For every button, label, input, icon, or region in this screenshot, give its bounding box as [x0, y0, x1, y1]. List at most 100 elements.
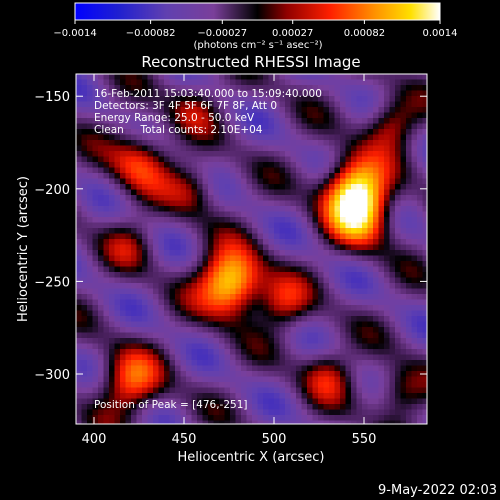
heatmap-cell: [285, 167, 291, 174]
heatmap-cell: [274, 167, 280, 174]
heatmap-cell: [186, 162, 192, 168]
heatmap-cell: [241, 96, 247, 102]
heatmap-cell: [323, 354, 330, 361]
heatmap-cell: [92, 261, 99, 267]
heatmap-cell: [411, 217, 418, 223]
heatmap-cell: [92, 420, 99, 424]
heatmap-cell: [241, 398, 247, 405]
heatmap-cell: [362, 316, 368, 322]
heatmap-cell: [241, 316, 247, 322]
heatmap-cell: [246, 321, 253, 328]
heatmap-cell: [230, 189, 236, 196]
heatmap-cell: [87, 184, 93, 190]
heatmap-cell: [76, 387, 82, 394]
heatmap-cell: [340, 371, 346, 377]
heatmap-cell: [395, 228, 401, 234]
heatmap-cell: [191, 107, 198, 113]
heatmap-cell: [208, 178, 214, 185]
heatmap-cell: [422, 178, 427, 185]
heatmap-cell: [307, 228, 313, 234]
heatmap-cell: [257, 239, 264, 245]
heatmap-cell: [153, 349, 159, 355]
heatmap-cell: [378, 272, 385, 278]
heatmap-cell: [400, 96, 407, 102]
heatmap-cell: [307, 206, 313, 212]
heatmap-cell: [312, 244, 319, 251]
heatmap-cell: [395, 376, 401, 383]
heatmap-cell: [98, 195, 104, 201]
heatmap-cell: [76, 129, 82, 135]
heatmap-cell: [175, 393, 181, 399]
heatmap-cell: [301, 294, 308, 300]
heatmap-cell: [356, 211, 363, 218]
heatmap-cell: [230, 74, 236, 80]
heatmap-cell: [417, 409, 423, 416]
heatmap-cell: [323, 404, 330, 410]
heatmap-cell: [235, 349, 242, 355]
heatmap-cell: [279, 283, 286, 289]
heatmap-cell: [345, 156, 352, 163]
heatmap-cell: [153, 178, 159, 185]
heatmap-cell: [175, 244, 181, 251]
heatmap-cell: [362, 310, 368, 317]
heatmap-cell: [131, 101, 137, 108]
heatmap-cell: [307, 294, 313, 300]
heatmap-cell: [406, 101, 412, 108]
heatmap-cell: [301, 266, 308, 273]
heatmap-cell: [345, 217, 352, 223]
heatmap-cell: [158, 184, 165, 190]
heatmap-cell: [384, 250, 390, 256]
heatmap-cell: [307, 321, 313, 328]
heatmap-cell: [224, 140, 231, 146]
heatmap-cell: [367, 156, 374, 163]
heatmap-cell: [164, 118, 170, 124]
heatmap-cell: [279, 239, 286, 245]
heatmap-cell: [389, 283, 396, 289]
heatmap-cell: [191, 250, 198, 256]
heatmap-cell: [109, 266, 115, 273]
heatmap-cell: [186, 321, 192, 328]
heatmap-cell: [340, 294, 346, 300]
heatmap-cell: [103, 404, 110, 410]
heatmap-cell: [345, 261, 352, 267]
heatmap-cell: [373, 200, 379, 207]
heatmap-cell: [219, 343, 225, 350]
heatmap-cell: [136, 255, 143, 262]
heatmap-cell: [197, 151, 203, 157]
heatmap-cell: [367, 118, 374, 124]
heatmap-cell: [323, 365, 330, 372]
heatmap-cell: [103, 288, 110, 295]
heatmap-cell: [406, 244, 412, 251]
heatmap-cell: [378, 79, 385, 86]
heatmap-cell: [373, 255, 379, 262]
heatmap-cell: [279, 409, 286, 416]
heatmap-cell: [395, 145, 401, 152]
heatmap-cell: [257, 354, 264, 361]
heatmap-cell: [153, 409, 159, 416]
heatmap-cell: [334, 101, 341, 108]
heatmap-cell: [285, 321, 291, 328]
heatmap-cell: [389, 123, 396, 130]
heatmap-cell: [241, 332, 247, 339]
heatmap-cell: [296, 376, 302, 383]
heatmap-cell: [422, 85, 427, 91]
heatmap-cell: [169, 321, 176, 328]
heatmap-cell: [114, 365, 121, 372]
heatmap-cell: [114, 222, 121, 229]
heatmap-cell: [334, 371, 341, 377]
heatmap-cell: [307, 101, 313, 108]
heatmap-cell: [406, 327, 412, 333]
heatmap-cell: [290, 266, 297, 273]
heatmap-cell: [411, 134, 418, 141]
heatmap-cell: [169, 184, 176, 190]
heatmap-cell: [164, 140, 170, 146]
heatmap-cell: [186, 85, 192, 91]
heatmap-cell: [125, 112, 132, 119]
heatmap-cell: [290, 299, 297, 306]
heatmap-cell: [367, 294, 374, 300]
heatmap-cell: [373, 387, 379, 394]
heatmap-cell: [109, 255, 115, 262]
heatmap-cell: [186, 151, 192, 157]
heatmap-cell: [307, 239, 313, 245]
heatmap-cell: [219, 90, 225, 97]
